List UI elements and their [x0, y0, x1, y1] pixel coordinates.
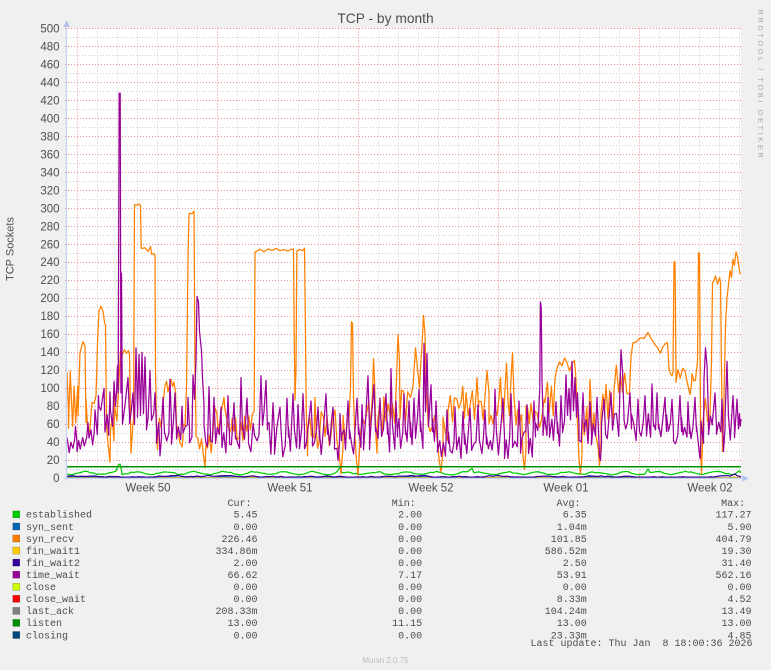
svg-text:Week 01: Week 01 — [543, 483, 588, 495]
svg-text:100: 100 — [40, 383, 59, 395]
svg-text:listen: listen — [26, 618, 62, 630]
svg-text:20: 20 — [47, 455, 60, 467]
svg-text:Week 02: Week 02 — [687, 483, 732, 495]
svg-text:4.85: 4.85 — [727, 631, 751, 642]
svg-text:0.00: 0.00 — [233, 583, 257, 594]
svg-text:60: 60 — [47, 419, 60, 431]
svg-text:334.86m: 334.86m — [215, 547, 257, 558]
svg-text:562.16: 562.16 — [715, 571, 751, 582]
svg-text:Week 51: Week 51 — [267, 483, 312, 495]
svg-text:200: 200 — [40, 293, 59, 305]
svg-text:0.00: 0.00 — [563, 583, 587, 594]
svg-text:0.00: 0.00 — [727, 583, 751, 594]
svg-text:Avg:: Avg: — [556, 499, 580, 510]
svg-text:460: 460 — [40, 59, 59, 71]
svg-text:syn_recv: syn_recv — [26, 535, 74, 546]
svg-text:2.50: 2.50 — [563, 559, 587, 570]
svg-text:220: 220 — [40, 275, 59, 287]
svg-text:Min:: Min: — [392, 498, 416, 510]
svg-text:Max:: Max: — [721, 499, 745, 510]
svg-text:0.00: 0.00 — [398, 583, 422, 594]
svg-text:404.79: 404.79 — [715, 535, 751, 546]
svg-text:53.91: 53.91 — [557, 571, 587, 582]
svg-text:23.33m: 23.33m — [551, 631, 587, 642]
svg-text:117.27: 117.27 — [715, 511, 751, 522]
svg-text:380: 380 — [40, 131, 59, 143]
svg-text:208.33m: 208.33m — [215, 607, 257, 618]
svg-text:4.52: 4.52 — [727, 595, 751, 606]
svg-text:7.17: 7.17 — [398, 571, 422, 582]
svg-text:Cur:: Cur: — [227, 499, 251, 510]
svg-text:0.00: 0.00 — [398, 595, 422, 606]
svg-text:0.00: 0.00 — [398, 607, 422, 618]
svg-text:5.90: 5.90 — [727, 523, 751, 534]
svg-text:Munin 2.0.75: Munin 2.0.75 — [362, 656, 409, 665]
svg-text:TCP Sockets: TCP Sockets — [5, 217, 17, 281]
svg-text:340: 340 — [40, 167, 59, 179]
svg-text:500: 500 — [40, 23, 59, 35]
svg-text:0.00: 0.00 — [233, 631, 257, 642]
svg-text:120: 120 — [40, 365, 59, 377]
svg-text:Week 52: Week 52 — [408, 483, 453, 495]
svg-text:0.00: 0.00 — [398, 631, 422, 642]
svg-text:140: 140 — [40, 347, 59, 359]
svg-text:80: 80 — [47, 401, 60, 413]
svg-text:fin_wait1: fin_wait1 — [26, 546, 80, 558]
svg-text:last_ack: last_ack — [26, 606, 74, 618]
svg-text:0.00: 0.00 — [233, 523, 257, 534]
svg-text:closing: closing — [26, 630, 68, 642]
svg-text:0.00: 0.00 — [398, 535, 422, 546]
svg-text:13.00: 13.00 — [227, 619, 257, 630]
svg-text:280: 280 — [40, 221, 59, 233]
svg-text:8.33m: 8.33m — [557, 595, 587, 606]
svg-text:0.00: 0.00 — [398, 547, 422, 558]
svg-text:2.00: 2.00 — [233, 559, 257, 570]
svg-text:close_wait: close_wait — [26, 594, 86, 606]
svg-text:40: 40 — [47, 437, 60, 449]
svg-text:13.00: 13.00 — [721, 619, 751, 630]
svg-text:2.00: 2.00 — [398, 511, 422, 522]
svg-text:RRDTOOL / TOBI OETIKER: RRDTOOL / TOBI OETIKER — [756, 10, 765, 161]
svg-text:0.00: 0.00 — [233, 595, 257, 606]
svg-text:31.40: 31.40 — [721, 559, 751, 570]
svg-text:226.46: 226.46 — [221, 535, 257, 546]
svg-text:0.00: 0.00 — [398, 523, 422, 534]
svg-text:Week 50: Week 50 — [125, 483, 170, 495]
svg-text:440: 440 — [40, 77, 59, 89]
svg-text:11.15: 11.15 — [392, 619, 422, 630]
svg-text:420: 420 — [40, 95, 59, 107]
svg-text:260: 260 — [40, 239, 59, 251]
svg-text:360: 360 — [40, 149, 59, 161]
svg-text:400: 400 — [40, 113, 59, 125]
svg-text:0: 0 — [53, 473, 59, 485]
svg-text:104.24m: 104.24m — [545, 607, 587, 618]
svg-text:Last update: Thu Jan 8 18:00:: Last update: Thu Jan 8 18:00:36 2026 — [530, 638, 752, 650]
svg-text:160: 160 — [40, 329, 59, 341]
svg-text:480: 480 — [40, 41, 59, 53]
svg-text:240: 240 — [40, 257, 59, 269]
svg-text:fin_wait2: fin_wait2 — [26, 558, 80, 570]
svg-text:close: close — [26, 582, 56, 594]
svg-text:180: 180 — [40, 311, 59, 323]
svg-text:66.62: 66.62 — [227, 571, 257, 582]
svg-text:syn_sent: syn_sent — [26, 523, 74, 534]
svg-text:5.45: 5.45 — [233, 511, 257, 522]
svg-text:300: 300 — [40, 203, 59, 215]
svg-text:0.00: 0.00 — [398, 559, 422, 570]
svg-text:6.35: 6.35 — [563, 511, 587, 522]
svg-text:established: established — [26, 510, 92, 522]
svg-text:19.30: 19.30 — [721, 547, 751, 558]
svg-text:13.00: 13.00 — [557, 619, 587, 630]
svg-text:1.04m: 1.04m — [557, 523, 587, 534]
svg-text:320: 320 — [40, 185, 59, 197]
svg-text:time_wait: time_wait — [26, 570, 80, 582]
svg-text:586.52m: 586.52m — [545, 547, 587, 558]
svg-text:13.49: 13.49 — [721, 607, 751, 618]
svg-text:TCP - by month: TCP - by month — [337, 11, 433, 26]
svg-text:101.85: 101.85 — [551, 535, 587, 546]
